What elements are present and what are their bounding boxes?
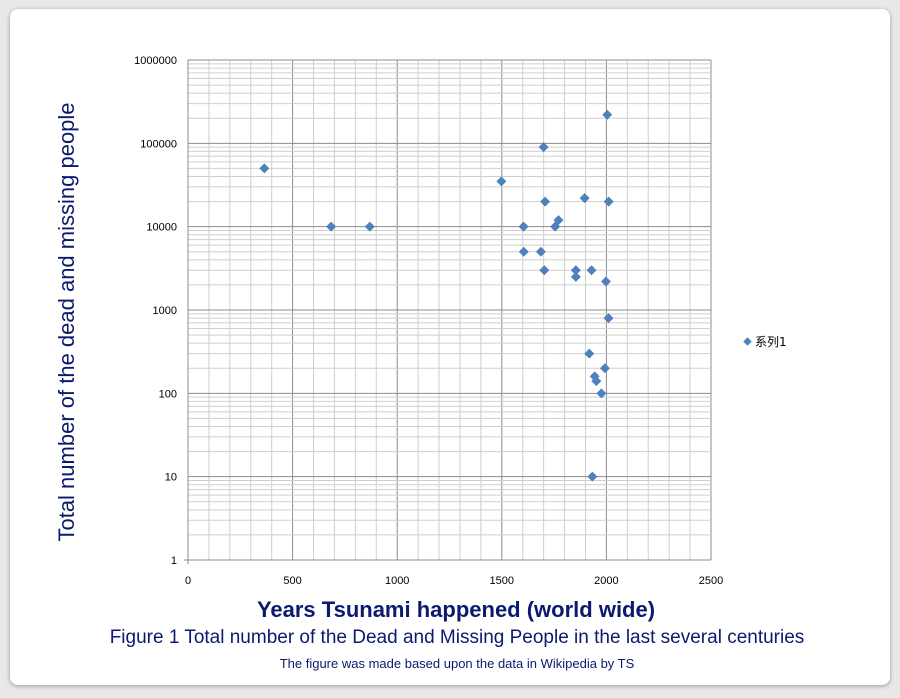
y-tick-label: 100000 bbox=[140, 138, 177, 150]
legend-marker bbox=[743, 337, 752, 346]
data-point bbox=[570, 265, 581, 276]
x-tick-label: 500 bbox=[283, 575, 301, 587]
legend: 系列1 bbox=[743, 335, 787, 349]
data-point bbox=[602, 109, 613, 120]
data-point bbox=[587, 471, 598, 482]
x-tick-label: 0 bbox=[185, 575, 191, 587]
x-tick-label: 1500 bbox=[490, 575, 514, 587]
data-point bbox=[518, 246, 529, 257]
data-point bbox=[326, 221, 337, 232]
data-point bbox=[599, 363, 610, 374]
data-point bbox=[364, 221, 375, 232]
x-tick-label: 1000 bbox=[385, 575, 409, 587]
data-point bbox=[586, 265, 597, 276]
x-tick-label: 2000 bbox=[594, 575, 618, 587]
figure-caption: Figure 1 Total number of the Dead and Mi… bbox=[110, 627, 805, 648]
data-point bbox=[540, 196, 551, 207]
data-point bbox=[518, 221, 529, 232]
legend-label: 系列1 bbox=[755, 335, 787, 349]
source-note: The figure was made based upon the data … bbox=[280, 656, 635, 671]
figure-card bbox=[10, 9, 890, 685]
data-point bbox=[553, 215, 564, 226]
y-tick-label: 100 bbox=[159, 388, 177, 400]
data-point bbox=[596, 388, 607, 399]
y-tick-label: 1 bbox=[171, 555, 177, 567]
data-point bbox=[591, 376, 602, 387]
data-point bbox=[603, 313, 614, 324]
data-point bbox=[603, 196, 614, 207]
data-point bbox=[584, 348, 595, 359]
data-point bbox=[496, 176, 507, 187]
data-point bbox=[539, 265, 550, 276]
data-point bbox=[535, 246, 546, 257]
x-axis-label: Years Tsunami happened (world wide) bbox=[257, 597, 655, 622]
data-point bbox=[259, 163, 270, 174]
grid-lines bbox=[184, 59, 712, 564]
x-tick-label: 2500 bbox=[699, 575, 723, 587]
y-axis-label: Total number of the dead and missing peo… bbox=[54, 102, 79, 541]
data-point bbox=[570, 271, 581, 282]
data-points bbox=[259, 109, 614, 482]
data-point bbox=[600, 276, 611, 287]
y-tick-label: 1000 bbox=[153, 305, 177, 317]
data-point bbox=[538, 142, 549, 153]
y-tick-label: 10 bbox=[165, 472, 177, 484]
data-point bbox=[579, 193, 590, 204]
tick-labels: 0 500 1000 1500 2000 2500 1 10 100 1000 10000 10000… bbox=[134, 55, 723, 587]
y-tick-label: 1000000 bbox=[134, 55, 177, 67]
y-tick-label: 10000 bbox=[146, 222, 177, 234]
